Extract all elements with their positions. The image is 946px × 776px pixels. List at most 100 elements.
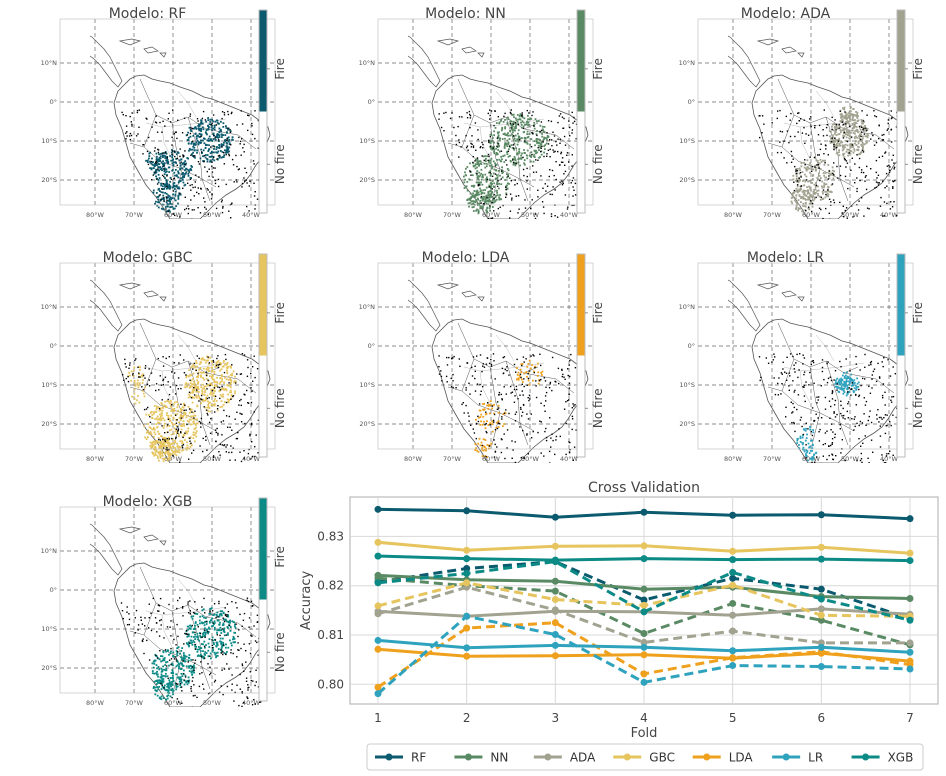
lat-tick-label: 10°N (679, 303, 696, 311)
observed-fire-point (455, 143, 458, 146)
predicted-fire-point (174, 188, 176, 190)
predicted-fire-point (838, 391, 840, 393)
predicted-fire-point (189, 442, 192, 445)
predicted-fire-point (498, 139, 501, 142)
observed-fire-point (882, 180, 884, 182)
predicted-fire-point (202, 655, 205, 658)
observed-fire-point (532, 171, 535, 173)
predicted-fire-point (171, 154, 174, 157)
predicted-fire-point (806, 189, 809, 192)
observed-fire-point (246, 182, 248, 184)
predicted-fire-point (156, 196, 159, 198)
predicted-fire-point (854, 114, 857, 117)
predicted-fire-point (162, 417, 164, 420)
predicted-fire-point (541, 135, 544, 138)
predicted-fire-point (165, 450, 168, 453)
observed-fire-point (511, 197, 513, 199)
predicted-fire-point (533, 156, 536, 158)
observed-fire-point (180, 431, 182, 433)
predicted-fire-point (151, 163, 154, 166)
observed-fire-point (247, 129, 249, 132)
predicted-fire-point (485, 449, 487, 452)
observed-fire-point (549, 381, 552, 384)
predicted-fire-point (162, 437, 164, 440)
predicted-fire-point (192, 383, 195, 386)
predicted-fire-point (517, 161, 520, 164)
observed-fire-point (810, 116, 812, 118)
observed-fire-point (469, 170, 471, 172)
predicted-fire-point (151, 414, 154, 416)
observed-fire-point (518, 139, 521, 141)
observed-fire-point (569, 126, 571, 129)
observed-fire-point (482, 363, 484, 365)
predicted-fire-point (192, 411, 195, 414)
predicted-fire-point (204, 156, 207, 159)
observed-fire-point (512, 123, 515, 126)
predicted-fire-point (542, 139, 545, 142)
observed-fire-point (869, 362, 872, 364)
observed-fire-point (537, 159, 539, 161)
colorbar-high (577, 254, 585, 356)
observed-fire-point (221, 434, 223, 436)
map-land (408, 279, 589, 463)
predicted-fire-point (201, 389, 203, 392)
predicted-fire-point (857, 385, 860, 388)
observed-fire-point (224, 353, 227, 356)
observed-fire-point (886, 129, 888, 131)
colorbar-high (259, 254, 267, 356)
observed-fire-point (250, 372, 252, 375)
predicted-fire-point (173, 408, 176, 410)
predicted-fire-point (202, 128, 205, 131)
observed-fire-point (227, 426, 229, 428)
predicted-fire-point (182, 420, 185, 422)
predicted-fire-point (155, 449, 158, 452)
predicted-fire-point (493, 134, 495, 137)
predicted-fire-point (183, 404, 185, 406)
observed-fire-point (195, 389, 198, 391)
observed-fire-point (561, 369, 563, 371)
observed-fire-point (831, 454, 834, 456)
predicted-fire-point (225, 142, 228, 144)
observed-fire-point (515, 411, 518, 413)
observed-fire-point (129, 132, 132, 135)
predicted-fire-point (183, 439, 186, 441)
predicted-fire-point (203, 400, 205, 402)
predicted-fire-point (481, 423, 484, 426)
predicted-fire-point (806, 198, 809, 201)
lat-tick-label: 10°N (679, 59, 696, 67)
predicted-fire-point (202, 635, 204, 637)
observed-fire-point (546, 153, 548, 155)
predicted-fire-point (522, 125, 525, 128)
predicted-fire-point (228, 139, 231, 141)
observed-fire-point (885, 455, 888, 457)
observed-fire-point (194, 155, 196, 157)
observed-fire-point (240, 421, 243, 423)
predicted-fire-point (517, 378, 520, 381)
observed-fire-point (230, 144, 232, 146)
observed-fire-point (896, 214, 898, 217)
predicted-fire-point (863, 120, 865, 123)
colorbar-label-fire: Fire (273, 58, 287, 79)
predicted-fire-point (818, 195, 821, 198)
predicted-fire-point (838, 154, 841, 157)
predicted-fire-point (189, 128, 192, 131)
predicted-fire-point (205, 368, 208, 371)
observed-fire-point (809, 156, 811, 158)
observed-fire-point (479, 393, 482, 396)
predicted-fire-point (484, 173, 487, 176)
predicted-fire-point (153, 454, 156, 456)
observed-fire-point (453, 126, 455, 129)
predicted-fire-point (489, 404, 491, 406)
predicted-fire-point (214, 120, 217, 123)
predicted-fire-point (201, 399, 204, 402)
observed-fire-point (257, 452, 259, 454)
observed-fire-point (788, 141, 790, 144)
observed-fire-point (856, 187, 858, 190)
predicted-fire-point (212, 389, 215, 391)
predicted-fire-point (220, 143, 223, 145)
observed-fire-point (250, 424, 253, 426)
observed-fire-point (550, 213, 553, 215)
observed-fire-point (157, 148, 159, 151)
observed-fire-point (859, 369, 861, 371)
observed-fire-point (205, 435, 207, 438)
